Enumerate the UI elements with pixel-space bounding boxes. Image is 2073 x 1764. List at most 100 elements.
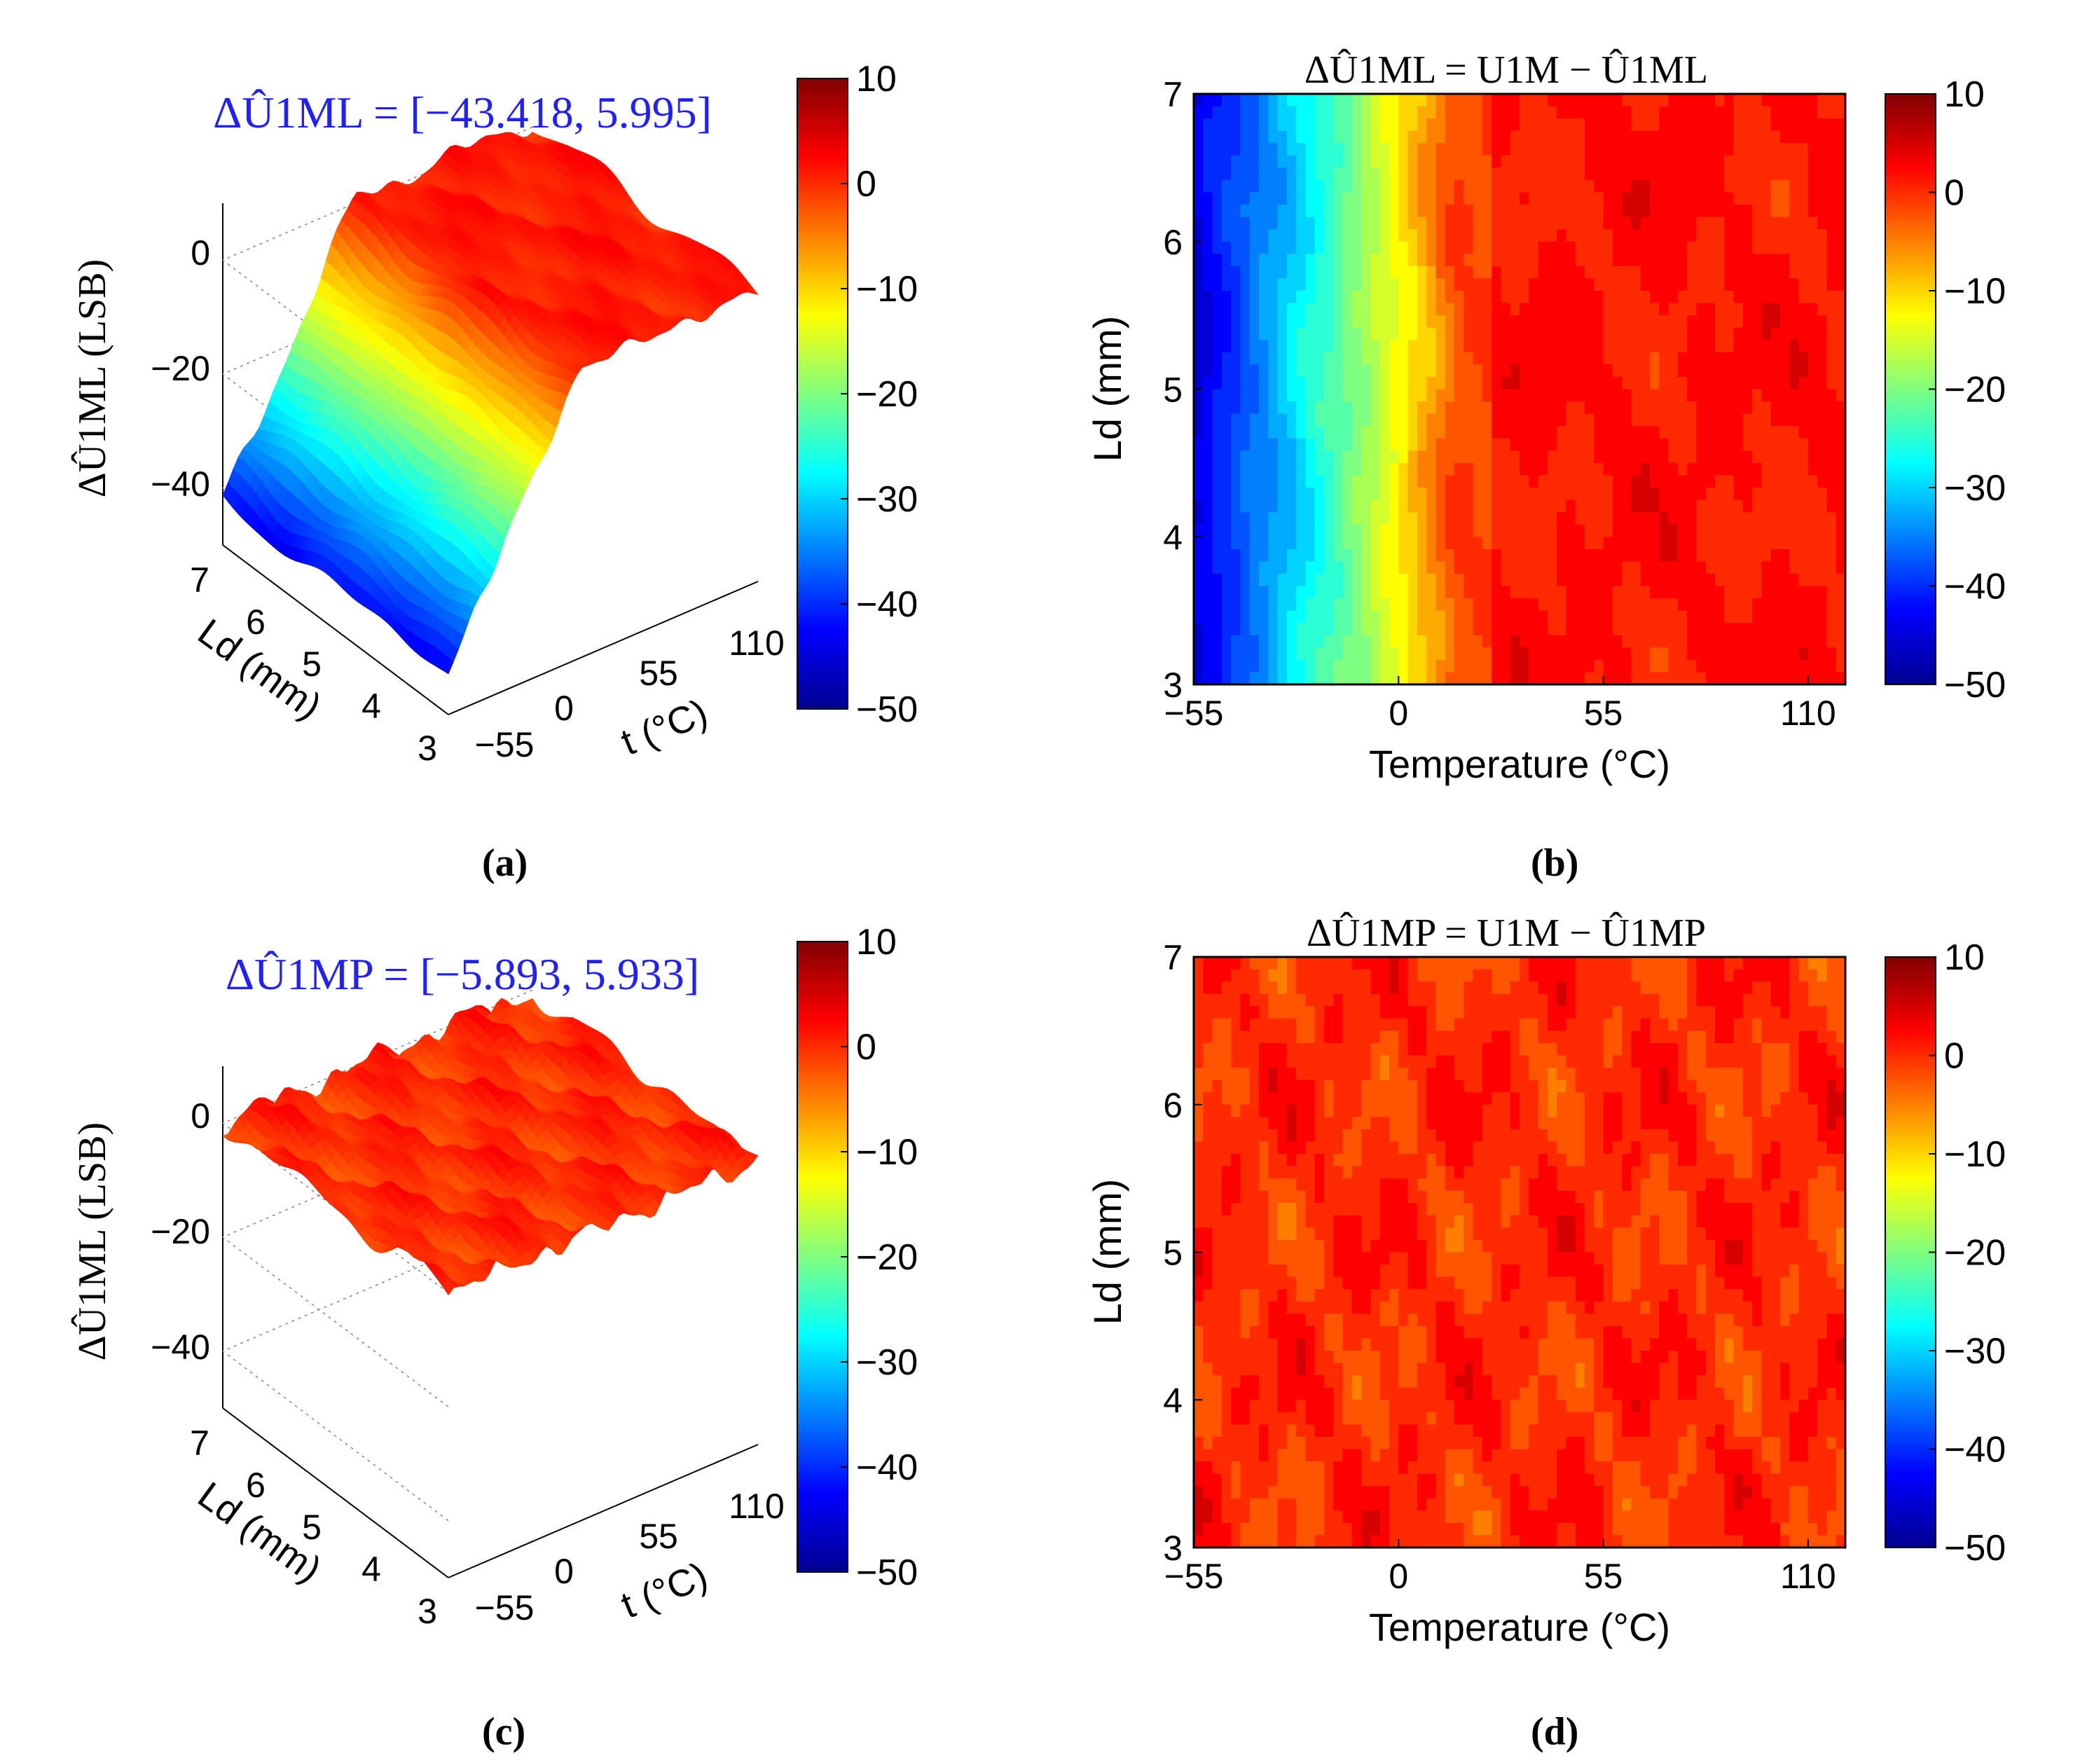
contour-cell [1277,143,1288,156]
contour-cell [1566,179,1576,193]
contour-cell [1398,438,1409,451]
contour-cell [1677,229,1688,242]
contour-cell [1464,450,1474,464]
contour-cell [1333,364,1344,378]
contour-cell [1547,623,1557,636]
contour-cell [1482,167,1492,181]
contour-cell [1212,352,1223,365]
contour-cell [1631,241,1641,254]
contour-cell [1668,488,1679,501]
contour-cell [1231,647,1241,661]
contour-cell [1342,254,1353,267]
contour-cell [1342,315,1353,329]
contour-cell [1482,179,1492,193]
contour-cell [1333,106,1344,119]
contour-cell [1640,106,1651,119]
contour-cell [1659,167,1669,181]
contour-cell [1277,376,1288,390]
contour-cell [1212,672,1223,685]
contour-cell [1426,462,1437,476]
contour-cell [1342,340,1353,353]
contour-cell [1464,524,1474,537]
contour-cell [1296,537,1307,550]
contour-cell [1305,106,1316,119]
contour-cell [1249,450,1260,464]
contour-cell [1557,537,1567,550]
contour-cell [1249,94,1260,107]
contour-cell [1575,205,1585,218]
contour-cell [1454,499,1464,513]
contour-cell [1351,475,1362,488]
contour-cell [1379,229,1390,242]
contour-cell [1194,462,1204,476]
contour-cell [1277,118,1288,132]
contour-cell [1259,205,1269,218]
contour-cell [1529,327,1539,340]
contour-cell [1594,401,1604,415]
contour-cell [1594,327,1604,340]
contour-cell [1240,426,1251,439]
contour-cell [1473,216,1483,230]
contour-cell [1435,462,1446,476]
contour-cell [1473,352,1483,365]
contour-cell [1659,155,1669,168]
contour-cell [1473,303,1483,316]
contour-cell [1464,216,1474,230]
contour-cell [1286,635,1297,648]
contour-cell [1417,327,1427,340]
contour-cell [1194,561,1204,574]
contour-cell [1677,352,1688,365]
contour-cell [1520,586,1529,599]
contour-cell [1249,192,1260,205]
contour-cell [1221,376,1232,390]
contour-cell [1370,155,1381,168]
contour-cell [1594,389,1604,402]
contour-cell [1417,364,1427,378]
contour-cell [1221,488,1232,501]
contour-cell [1575,340,1585,353]
contour-cell [1482,488,1492,501]
contour-cell [1361,143,1372,156]
contour-cell [1492,94,1502,107]
contour-cell [1370,635,1381,648]
contour-cell [1650,130,1660,144]
contour-cell [1482,413,1492,427]
contour-cell [1361,364,1372,378]
contour-cell [1370,598,1381,612]
contour-cell [1240,94,1251,107]
contour-cell [1342,573,1353,587]
contour-cell [1351,278,1362,291]
contour-cell [1650,254,1660,267]
contour-cell [1296,254,1307,267]
contour-cell [1510,278,1520,291]
contour-cell [1407,598,1418,612]
contour-cell [1659,94,1669,107]
contour-cell [1203,426,1213,439]
contour-cell [1492,216,1502,230]
contour-cell [1538,462,1548,476]
contour-cell [1398,512,1409,525]
contour-cell [1194,94,1204,107]
contour-cell [1398,167,1409,181]
contour-cell [1538,130,1548,144]
contour-cell [1324,192,1334,205]
contour-cell [1631,340,1641,353]
contour-cell [1622,672,1632,685]
contour-cell [1212,659,1223,673]
contour-cell [1454,118,1464,132]
contour-cell [1557,130,1567,144]
contour-cell [1547,118,1557,132]
contour-cell [1389,475,1399,488]
contour-cell [1268,512,1279,525]
contour-cell [1249,118,1260,132]
panel-a-z-tick: 0 [191,233,210,273]
contour-cell [1379,254,1390,267]
contour-cell [1510,340,1520,353]
contour-cell [1585,315,1595,329]
contour-cell [1361,291,1372,304]
contour-cell [1612,672,1623,685]
contour-cell [1351,106,1362,119]
contour-cell [1464,376,1474,390]
contour-cell [1203,647,1213,661]
contour-cell [1529,106,1539,119]
